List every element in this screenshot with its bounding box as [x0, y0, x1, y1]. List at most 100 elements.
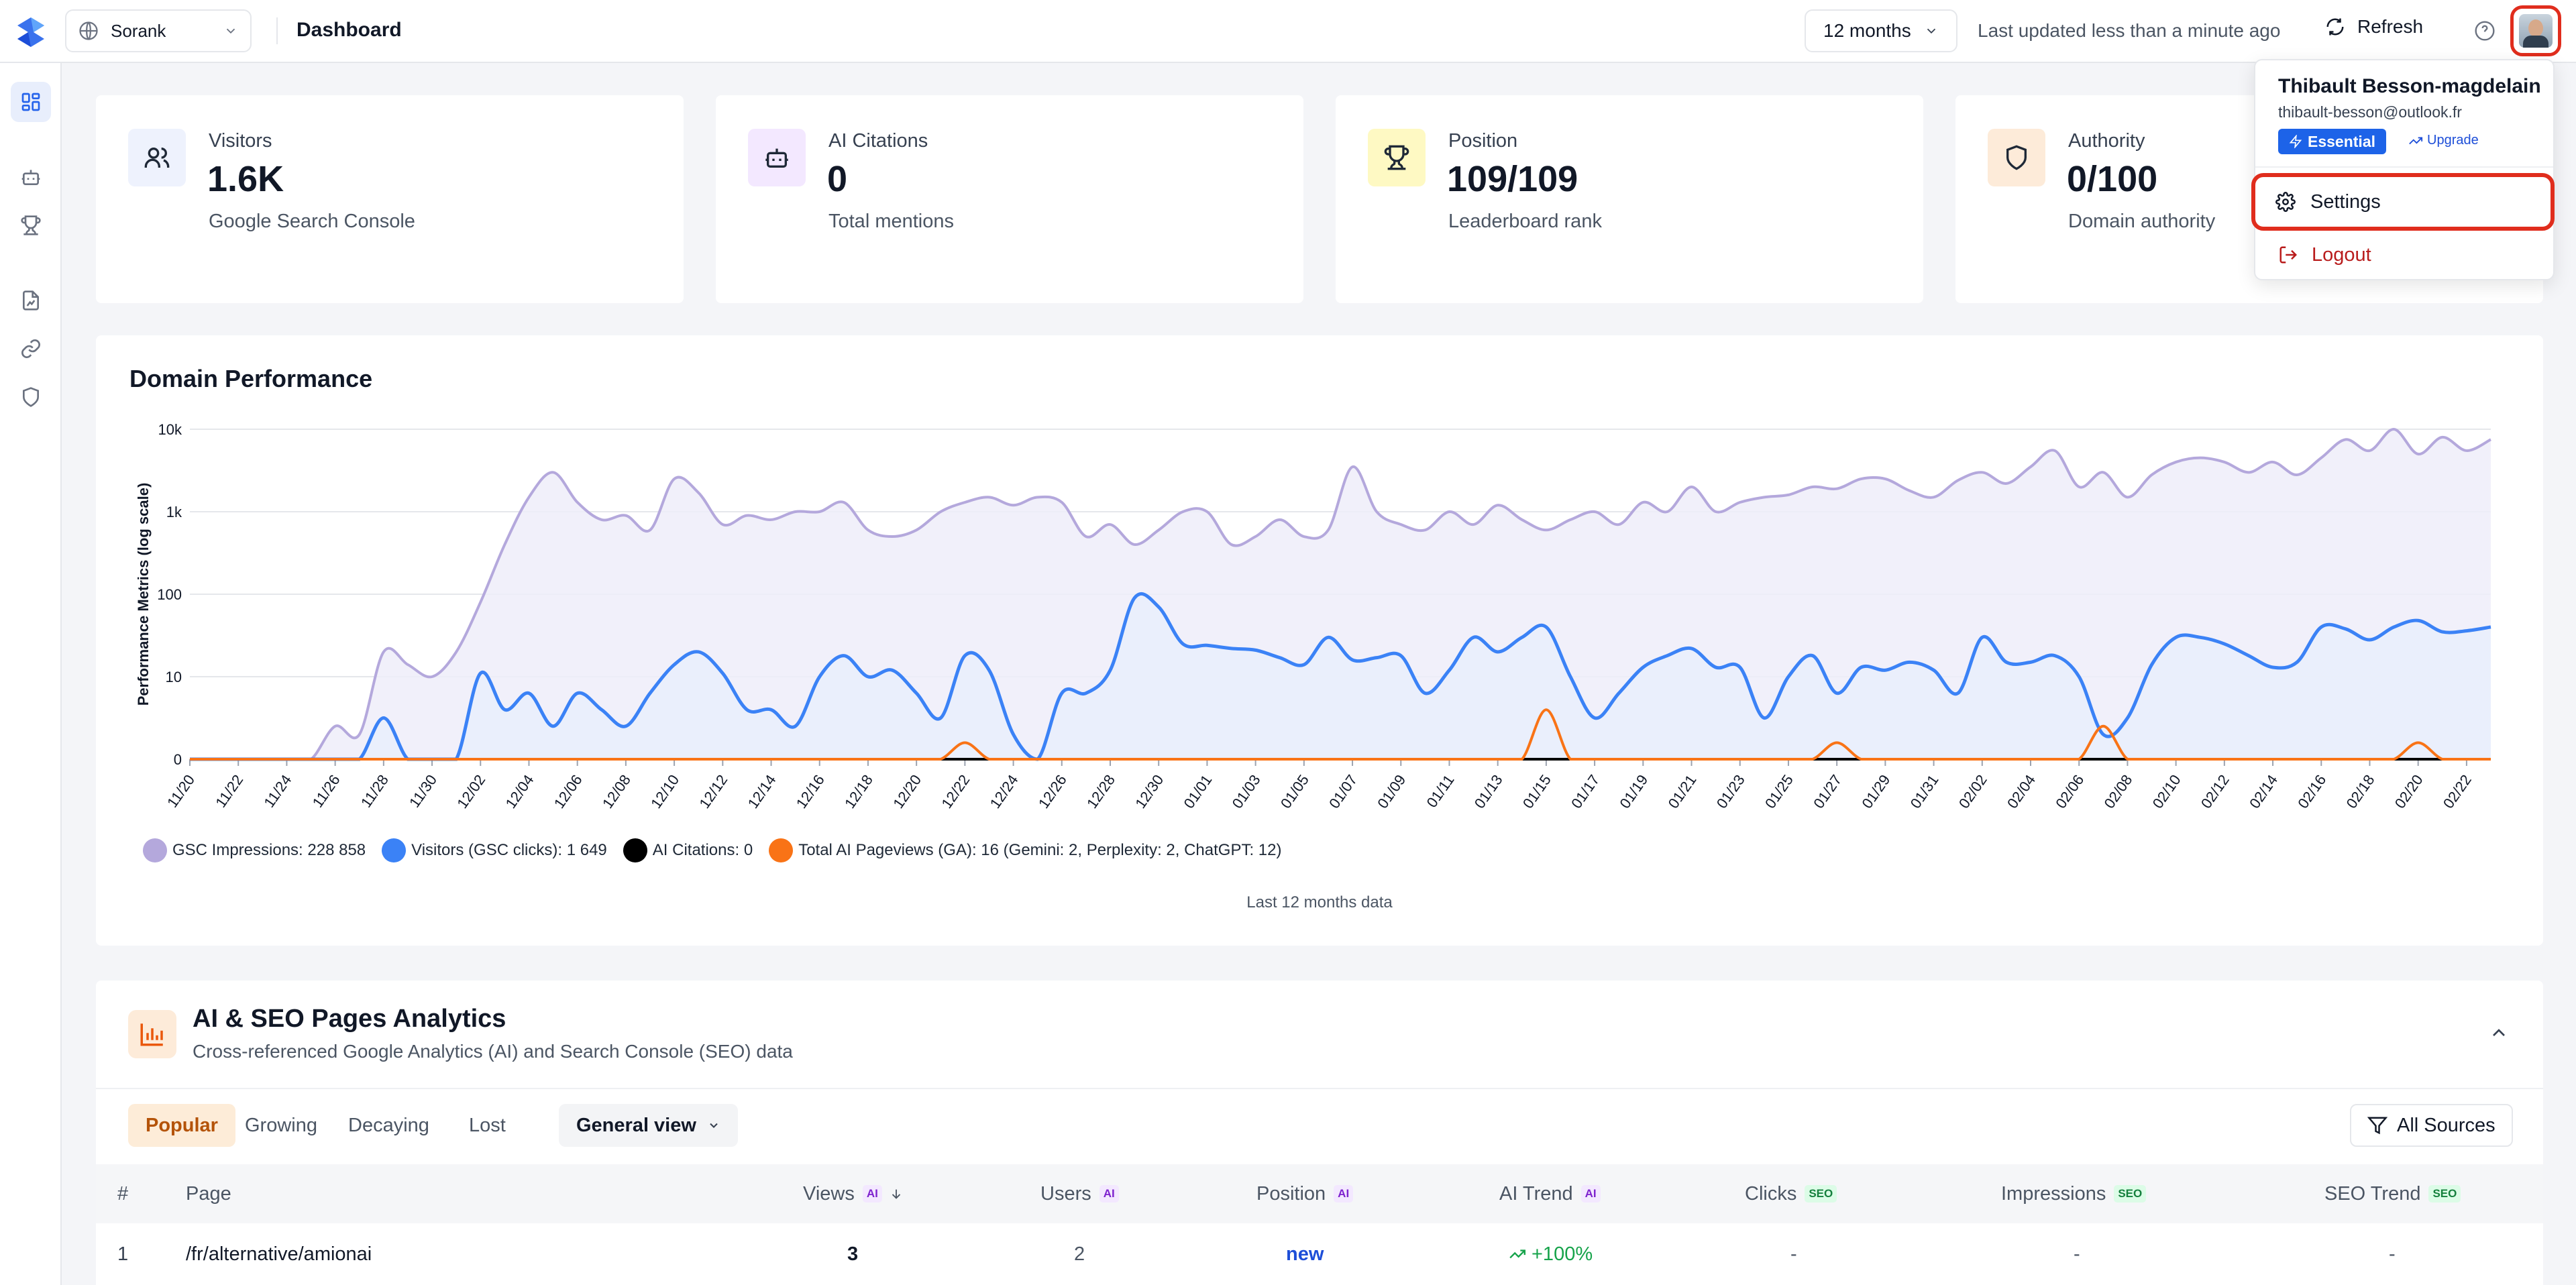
stat-value: 0 [827, 159, 848, 199]
view-select[interactable]: General view [559, 1104, 738, 1147]
sidebar-item-dashboard[interactable] [11, 82, 51, 122]
performance-chart[interactable]: 0 10 100 1k 10k Performance Metrics (log scal… [96, 335, 2543, 845]
y-tick-label: 10k [158, 421, 182, 438]
x-tick-label: 01/09 [1374, 772, 1409, 812]
x-tick-label: 12/12 [696, 772, 731, 812]
x-tick-label: 11/22 [212, 772, 246, 811]
table-header: # Page Views AI Users AI Position AI AI … [96, 1164, 2543, 1223]
zap-icon [2289, 135, 2302, 148]
stat-label: AI Citations [828, 130, 928, 152]
tab-popular[interactable]: Popular [128, 1104, 235, 1147]
x-tick-label: 02/16 [2294, 772, 2329, 812]
sidebar-item-ai[interactable] [11, 157, 51, 197]
legend-item-ai-pageviews[interactable]: Total AI Pageviews (GA): 16 (Gemini: 2, … [769, 838, 1281, 862]
site-select[interactable]: Sorank [65, 9, 252, 52]
col-impressions[interactable]: Impressions SEO [2001, 1164, 2147, 1223]
col-seo-trend-label: SEO Trend [2324, 1182, 2421, 1205]
sorank-logo-icon[interactable] [13, 15, 48, 50]
pages-analytics-card: AI & SEO Pages Analytics Cross-reference… [96, 981, 2543, 1285]
x-tick-label: 12/18 [841, 772, 876, 812]
col-num: # [117, 1182, 129, 1205]
user-avatar-button[interactable] [2510, 5, 2561, 56]
plan-label: Essential [2308, 132, 2375, 150]
section-subtitle: Cross-referenced Google Analytics (AI) a… [193, 1041, 793, 1062]
tab-lost[interactable]: Lost [469, 1114, 506, 1136]
row-num: 1 [117, 1243, 129, 1265]
chevron-down-icon [226, 28, 235, 34]
table-row[interactable]: 1 /fr/alternative/amionai 3 2 new +100% … [96, 1223, 2543, 1285]
col-seo-trend[interactable]: SEO Trend SEO [2324, 1164, 2461, 1223]
col-ai-trend[interactable]: AI Trend AI [1499, 1164, 1601, 1223]
globe-icon [79, 21, 98, 40]
chevron-up-icon[interactable] [2488, 1022, 2510, 1044]
x-tick-label: 01/29 [1858, 772, 1893, 812]
section-title: AI & SEO Pages Analytics [193, 1005, 506, 1033]
col-clicks[interactable]: Clicks SEO [1745, 1164, 1837, 1223]
sidebar-item-reports[interactable] [11, 280, 51, 321]
col-position[interactable]: Position AI [1256, 1164, 1354, 1223]
row-views: 3 [847, 1243, 859, 1265]
row-users: 2 [1074, 1243, 1085, 1265]
x-tick-label: 02/08 [2100, 772, 2135, 812]
x-tick-label: 12/20 [890, 772, 924, 812]
all-sources-button[interactable]: All Sources [2350, 1104, 2513, 1147]
legend-label: Visitors (GSC clicks): 1 649 [411, 841, 607, 859]
row-ai-trend-value: +100% [1532, 1243, 1593, 1265]
help-icon[interactable] [2474, 20, 2496, 42]
tab-growing[interactable]: Growing [245, 1114, 317, 1136]
arrow-down-icon [892, 1189, 900, 1199]
upgrade-link[interactable]: Upgrade [2408, 133, 2479, 148]
stat-value: 1.6K [207, 159, 284, 199]
top-bar: Sorank Dashboard 12 months Last updated … [0, 0, 2576, 63]
col-users[interactable]: Users AI [1040, 1164, 1119, 1223]
series-impressions-line [189, 428, 2491, 761]
refresh-button[interactable]: Refresh [2325, 16, 2423, 38]
bar-chart-icon [140, 1023, 163, 1046]
x-tick-label: 01/25 [1762, 772, 1796, 812]
upgrade-label: Upgrade [2427, 133, 2479, 148]
trophy-icon [21, 215, 41, 235]
row-page[interactable]: /fr/alternative/amionai [186, 1243, 372, 1265]
logout-icon [2279, 246, 2298, 264]
legend-item-impressions[interactable]: GSC Impressions: 228 858 [143, 838, 366, 862]
x-tick-label: 01/15 [1519, 772, 1554, 812]
x-tick-label: 12/28 [1083, 772, 1118, 812]
gear-icon [2275, 192, 2296, 212]
sidebar-item-leaderboard[interactable] [11, 205, 51, 245]
y-tick-label: 10 [166, 669, 182, 685]
stat-icon-box [748, 129, 806, 186]
legend-item-visitors[interactable]: Visitors (GSC clicks): 1 649 [382, 838, 607, 862]
bot-icon [765, 148, 788, 168]
y-axis-label: Performance Metrics (log scale) [135, 483, 152, 706]
sidebar-item-authority[interactable] [11, 377, 51, 417]
row-ai-trend: +100% [1509, 1223, 1593, 1285]
x-tick-label: 01/05 [1277, 772, 1312, 812]
tab-decaying[interactable]: Decaying [348, 1114, 429, 1136]
series-visitors-area [190, 594, 2491, 759]
col-page[interactable]: Page [186, 1182, 231, 1205]
row-seo-trend: - [2389, 1243, 2396, 1265]
x-tick-label: 01/03 [1229, 772, 1264, 812]
x-tick-label: 12/22 [938, 772, 973, 812]
x-tick-label: 01/19 [1616, 772, 1651, 812]
x-tick-label: 02/06 [2052, 772, 2087, 812]
seo-tag: SEO [2428, 1185, 2461, 1203]
ai-tag: AI [1099, 1185, 1119, 1203]
logout-menu-item[interactable]: Logout [2278, 236, 2371, 274]
sidebar [0, 63, 62, 1285]
row-impressions: - [2074, 1243, 2080, 1265]
settings-menu-item[interactable]: Settings [2251, 173, 2555, 231]
view-select-label: General view [576, 1114, 696, 1136]
sidebar-item-links[interactable] [11, 329, 51, 369]
analytics-icon-box [128, 1010, 176, 1058]
range-select[interactable]: 12 months [1805, 9, 1957, 52]
range-select-label: 12 months [1823, 20, 1911, 41]
x-tick-label: 12/06 [551, 772, 586, 812]
ai-tag: AI [862, 1185, 882, 1203]
col-views[interactable]: Views AI [803, 1164, 904, 1223]
user-menu: Thibault Besson-magdelain thibault-besso… [2251, 59, 2555, 280]
legend-label: Total AI Pageviews (GA): 16 (Gemini: 2, … [798, 841, 1282, 859]
legend-item-ai-citations[interactable]: AI Citations: 0 [623, 838, 753, 862]
site-select-label: Sorank [111, 20, 166, 41]
x-tick-label: 12/04 [502, 772, 537, 812]
